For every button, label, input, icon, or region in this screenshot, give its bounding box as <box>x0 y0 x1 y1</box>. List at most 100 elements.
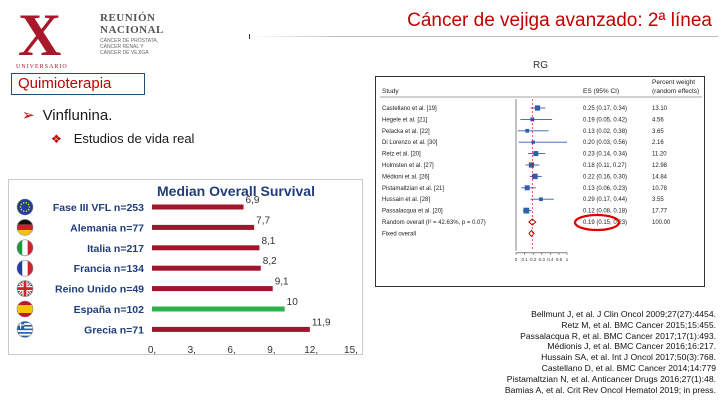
forest-tick-label: 0.5 <box>556 257 563 262</box>
es-value: 0.19 (0.05, 0.42) <box>583 117 627 123</box>
survival-bar <box>152 326 310 332</box>
bullet-main: ➢ Vinflunina. <box>22 106 112 124</box>
bar-label: Alemania n=77 <box>70 222 144 234</box>
bullet-main-text: Vinflunina. <box>42 107 113 124</box>
pooled-diamond <box>528 218 537 226</box>
divider-tick <box>249 34 250 39</box>
es-value: 0.20 (0.03, 0.56) <box>583 140 627 146</box>
study-name: Holmsten et al. [27] <box>382 163 434 169</box>
es-value: 0.22 (0.16, 0.30) <box>583 174 627 180</box>
es-column-header: ES (95% CI) <box>583 88 619 95</box>
pooled-label: Fixed overall <box>382 231 416 237</box>
reference-item: Bellmunt J, et al. J Clin Oncol 2009;27(… <box>531 309 716 319</box>
point-estimate <box>524 185 530 191</box>
point-estimate <box>534 105 541 111</box>
reference-item: Pistamaltzian N, et al. Anticancer Drugs… <box>506 373 716 384</box>
study-name: Castellano et al. [19] <box>382 106 437 112</box>
point-estimate <box>523 207 530 214</box>
survival-bar <box>152 306 285 312</box>
point-estimate <box>539 197 543 202</box>
reference-item: Retz M, et al. BMC Cancer 2015;15:455. <box>561 319 716 330</box>
survival-chart: Median Overall Survival Fase III VFL n=25… <box>8 179 363 356</box>
bar-value-label: 6,9 <box>246 195 260 206</box>
forest-tick-label: 0.4 <box>547 257 554 262</box>
point-estimate <box>525 128 530 133</box>
x-tick-label: 3, <box>188 345 196 356</box>
weight-value: 4.56 <box>652 117 664 123</box>
references: Bellmunt J, et al. J Clin Oncol 2009;27(… <box>416 309 716 395</box>
x-tick-label: 9, <box>267 345 275 356</box>
bar-label: España n=102 <box>74 304 144 316</box>
bar-label: Italia n=217 <box>87 243 144 255</box>
survival-bar <box>152 245 260 251</box>
weight-value: 11.20 <box>652 152 667 158</box>
es-value: 0.13 (0.02, 0.38) <box>583 129 627 135</box>
bar-value-label: 9,1 <box>275 277 289 288</box>
forest-tick-label: 0.3 <box>539 257 546 262</box>
study-name: Hussain et al. [28] <box>382 197 430 203</box>
es-value: 0.25 (0.17, 0.34) <box>583 106 627 112</box>
pooled-weight-value: 100.00 <box>652 220 671 226</box>
meeting-logo: X UNIVERSARIO REUNIÓN NACIONAL CÁNCER DE… <box>12 5 202 72</box>
study-column-header: Study <box>382 88 399 95</box>
slide-title: Cáncer de vejiga avanzado: 2ª línea <box>407 10 712 31</box>
uk-flag-icon <box>16 280 34 297</box>
study-name: Retz et al. [20] <box>382 152 421 158</box>
reference-item: Passalacqua R, et al. BMC Cancer 2017;17… <box>520 330 716 341</box>
forest-tick-label: 0.1 <box>521 257 528 262</box>
pooled-label: Random overall (I² = 42.63%, p = 0.07) <box>382 220 486 226</box>
weight-value: 14.84 <box>652 174 668 180</box>
logo-title: REUNIÓN NACIONAL <box>100 12 164 36</box>
bar-label: Fase III VFL n=253 <box>53 202 144 214</box>
es-value: 0.12 (0.08, 0.18) <box>583 209 627 215</box>
bar-value-label: 8,2 <box>263 256 277 267</box>
weight-value: 2.16 <box>652 140 664 146</box>
italy-flag-icon <box>16 239 34 257</box>
weight-column-header: Percent weight <box>652 79 695 86</box>
pooled-diamond <box>528 229 535 238</box>
study-name: Pelacka et al. [22] <box>382 129 430 135</box>
bar-value-label: 8,1 <box>261 236 275 247</box>
survival-bar <box>152 286 273 292</box>
survival-chart-canvas: Median Overall Survival Fase III VFL n=25… <box>16 183 358 356</box>
title-divider <box>250 36 718 37</box>
bullet-sub-text: Estudios de vida real <box>73 131 195 146</box>
weight-value: 3.55 <box>652 197 664 203</box>
pooled-es-value: 0.19 (0.15, 0.23) <box>583 220 627 226</box>
bar-value-label: 11,9 <box>312 317 331 328</box>
arrow-bullet-icon: ➢ <box>22 107 35 124</box>
germany-flag-icon <box>16 219 34 236</box>
study-name: Passalacqua et al. [20] <box>382 209 443 215</box>
es-value: 0.23 (0.14, 0.34) <box>583 152 627 158</box>
greece-flag-icon <box>16 321 34 338</box>
diamond-bullet-icon: ❖ <box>51 132 62 146</box>
chart-title: Median Overall Survival <box>157 183 315 199</box>
eu-flag-icon <box>16 198 34 216</box>
weight-value: 10.78 <box>652 186 668 192</box>
bar-label: Reino Unido n=49 <box>55 284 144 296</box>
logo-tagline: CÁNCER DE PRÓSTATA, CÁNCER RENAL Y CÁNCE… <box>100 38 159 56</box>
weight-column-header-sub: (random effects) <box>652 88 699 95</box>
es-value: 0.13 (0.06, 0.23) <box>583 186 627 192</box>
reference-item: Hussain SA, et al. Int J Oncol 2017;50(3… <box>541 352 716 363</box>
weight-value: 12.98 <box>652 163 668 169</box>
reference-item: Médionis J, et al. BMC Cancer 2016;16:21… <box>547 341 716 352</box>
reference-item: Castellano D, et al. BMC Cancer 2014;14:… <box>541 362 716 373</box>
spain-flag-icon <box>16 300 34 318</box>
forest-tick-label: 0 <box>515 257 518 262</box>
study-name: Pistamaltzian et al. [21] <box>382 186 444 192</box>
highlight-circle <box>573 213 621 232</box>
point-estimate <box>528 162 535 168</box>
weight-value: 13.10 <box>652 106 668 112</box>
bar-value-label: 7,7 <box>256 215 270 226</box>
section-label: Quimioterapia <box>11 73 145 95</box>
weight-value: 3.65 <box>652 129 664 135</box>
bar-label: Grecia n=71 <box>84 324 144 336</box>
forest-plot-canvas: Study ES (95% CI) Percent weight (random ef… <box>380 79 702 262</box>
forest-tick-label: 0.2 <box>530 257 537 262</box>
es-value: 0.29 (0.17, 0.44) <box>583 197 627 203</box>
forest-tick-label: 1 <box>566 257 569 262</box>
study-name: Médioni et al. [26] <box>382 174 430 180</box>
survival-bar <box>152 265 261 271</box>
x-tick-label: 15, <box>344 345 358 356</box>
